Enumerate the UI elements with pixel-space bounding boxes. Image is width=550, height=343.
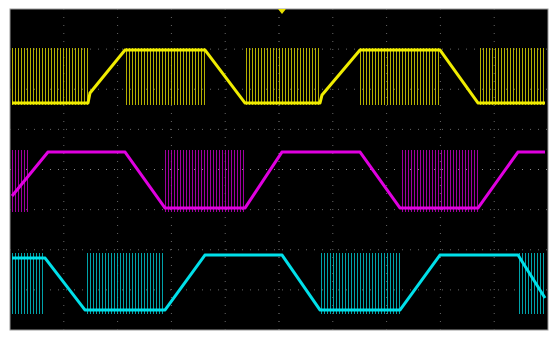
burst xyxy=(12,48,88,105)
burst xyxy=(245,48,320,105)
burst xyxy=(125,48,205,105)
burst xyxy=(165,150,245,212)
burst xyxy=(12,253,45,314)
page-body: (() => { const data = JSON.parse(documen… xyxy=(0,0,550,343)
burst xyxy=(400,150,478,212)
oscilloscope-screen xyxy=(0,0,550,343)
burst xyxy=(320,253,400,314)
burst xyxy=(360,48,440,105)
burst xyxy=(85,253,165,314)
burst xyxy=(478,48,545,105)
page: {} html, body { margin: 0; padding: 0; b… xyxy=(0,0,550,343)
burst xyxy=(12,150,30,212)
